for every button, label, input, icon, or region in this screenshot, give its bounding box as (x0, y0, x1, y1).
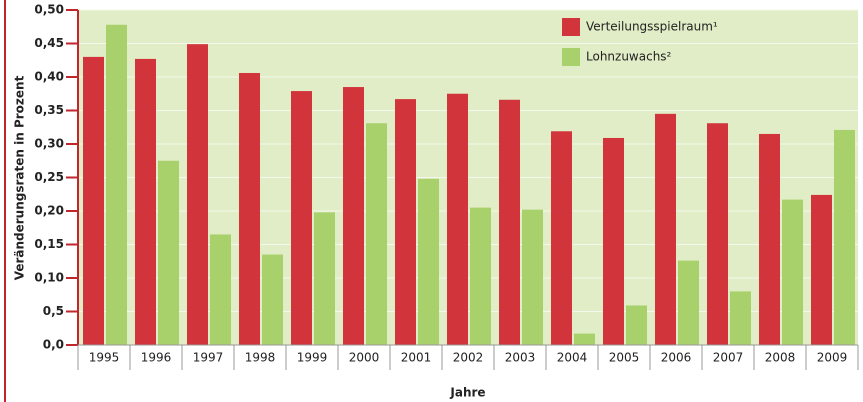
x-tick-label: 2009 (817, 351, 848, 365)
bar (366, 123, 387, 345)
bar (499, 99, 520, 345)
x-tick-label: 2002 (453, 351, 484, 365)
bar (210, 234, 231, 345)
y-tick-label: 0,20 (34, 204, 64, 218)
bar (314, 212, 335, 345)
y-tick-label: 0,45 (34, 36, 64, 50)
bar (418, 178, 439, 345)
bar (730, 291, 751, 345)
x-tick-label: 2000 (349, 351, 380, 365)
x-tick-label: 1998 (245, 351, 276, 365)
bar (135, 58, 156, 345)
bar (811, 194, 832, 345)
bar (782, 199, 803, 345)
bar (603, 137, 624, 345)
bar (262, 254, 283, 345)
bar (678, 260, 699, 345)
x-tick-label: 2005 (609, 351, 640, 365)
bar (470, 207, 491, 345)
bar (291, 91, 312, 345)
x-tick-label: 1996 (141, 351, 172, 365)
x-tick-label: 2008 (765, 351, 796, 365)
legend-label: Verteilungsspielraum¹ (586, 20, 718, 34)
x-tick-label: 1995 (89, 351, 120, 365)
bar (834, 129, 855, 345)
y-tick-label: 0,40 (34, 70, 64, 84)
y-tick-label: 0,0 (43, 338, 64, 352)
x-axis-title: Jahre (449, 386, 485, 400)
y-tick-label: 0,50 (34, 3, 64, 17)
bar (83, 56, 104, 346)
bar (239, 72, 260, 345)
y-tick-label: 0,5 (43, 304, 64, 318)
x-tick-label: 1997 (193, 351, 224, 365)
bar (447, 93, 468, 345)
bar (395, 99, 416, 345)
bar (551, 131, 572, 345)
bar (158, 160, 179, 345)
x-tick-label: 2007 (713, 351, 744, 365)
y-tick-label: 0,30 (34, 137, 64, 151)
bar (626, 305, 647, 345)
y-tick-label: 0,10 (34, 271, 64, 285)
bar (187, 44, 208, 346)
bar (106, 24, 127, 346)
y-tick-label: 0,15 (34, 237, 64, 251)
legend-swatch (562, 18, 580, 36)
bar (574, 333, 595, 345)
x-tick-label: 2001 (401, 351, 432, 365)
x-tick-label: 2006 (661, 351, 692, 365)
y-tick-label: 0,35 (34, 103, 64, 117)
bar (759, 133, 780, 345)
bar (522, 209, 543, 345)
y-axis-title: Veränderungsraten in Prozent (13, 75, 27, 280)
bar (343, 87, 364, 346)
bar (655, 113, 676, 345)
bar (707, 123, 728, 345)
legend-label: Lohnzuwachs² (586, 50, 672, 64)
x-tick-label: 2003 (505, 351, 536, 365)
y-tick-label: 0,25 (34, 170, 64, 184)
x-tick-label: 2004 (557, 351, 588, 365)
x-tick-label: 1999 (297, 351, 328, 365)
legend-swatch (562, 48, 580, 66)
